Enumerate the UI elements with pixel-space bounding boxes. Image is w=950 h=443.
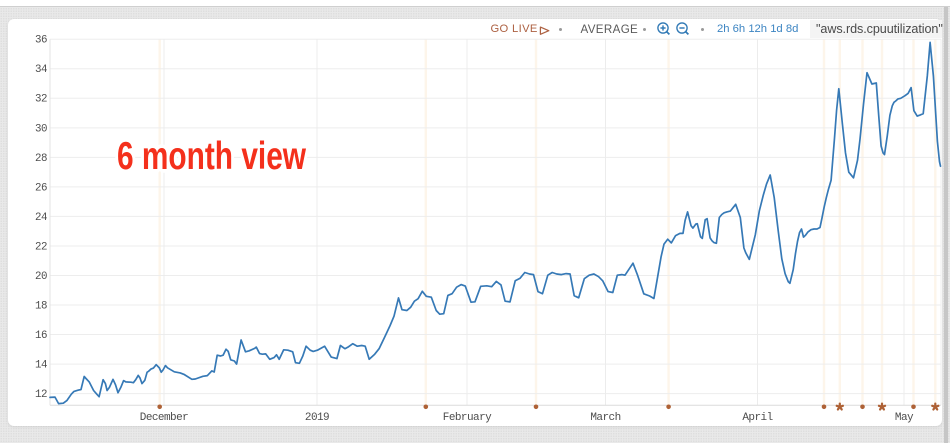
svg-text:December: December: [140, 412, 188, 424]
svg-text:March: March: [590, 412, 620, 424]
svg-text:18: 18: [35, 300, 47, 312]
svg-text:2019: 2019: [305, 412, 329, 424]
svg-text:30: 30: [35, 123, 47, 135]
svg-text:34: 34: [35, 64, 47, 76]
svg-text:24: 24: [35, 212, 47, 224]
svg-text:32: 32: [35, 94, 47, 106]
svg-text:6 month view: 6 month view: [117, 135, 307, 178]
svg-text:February: February: [443, 412, 492, 424]
svg-text:14: 14: [35, 360, 47, 372]
svg-text:May: May: [895, 412, 914, 424]
svg-text:26: 26: [35, 182, 47, 194]
svg-text:April: April: [742, 412, 772, 424]
svg-text:16: 16: [35, 330, 47, 342]
svg-text:12: 12: [35, 389, 47, 401]
svg-text:20: 20: [35, 271, 47, 283]
svg-text:22: 22: [35, 241, 47, 253]
svg-text:36: 36: [35, 35, 47, 47]
svg-text:28: 28: [35, 153, 47, 165]
